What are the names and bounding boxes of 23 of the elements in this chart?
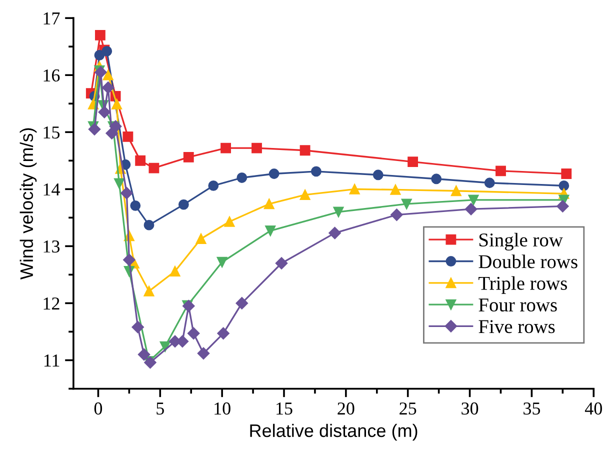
y-axis-title: Wind velocity (m/s) [20,128,37,280]
legend-label: Triple rows [478,276,567,294]
x-tick-label: 15 [276,402,292,415]
y-tick-label: 16 [44,69,60,82]
x-tick-label: 10 [214,402,230,415]
y-tick-label: 14 [44,183,60,196]
legend-label: Five rows [478,320,555,334]
legend-label: Double rows [478,254,578,268]
y-tick-label: 11 [44,354,60,366]
x-tick-label: 30 [462,402,478,415]
legend-label: Four rows [478,298,557,312]
x-tick-label: 25 [400,402,416,415]
y-tick-label: 17 [44,12,60,24]
y-tick-label: 12 [44,297,60,310]
x-tick-label: 0 [94,402,102,415]
x-tick-label: 5 [156,402,164,415]
y-tick-label: 13 [44,240,60,253]
x-tick-label: 40 [584,402,602,415]
y-tick-label: 15 [44,126,60,139]
x-axis-title: Relative distance (m) [250,424,418,441]
x-tick-label: 35 [524,402,540,415]
x-tick-label: 20 [338,402,354,415]
legend-label: Single row [479,232,563,251]
